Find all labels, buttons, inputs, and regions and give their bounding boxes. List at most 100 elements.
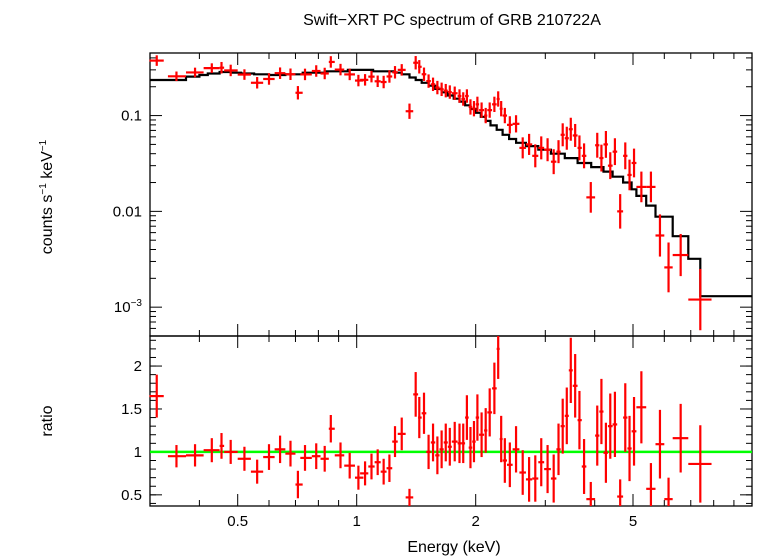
spectrum-data-point xyxy=(457,89,462,103)
ratio-data-point xyxy=(300,445,312,471)
spectrum-data-point xyxy=(392,66,398,79)
spectrum-data-point xyxy=(167,71,187,82)
spectrum-data-point xyxy=(203,63,220,73)
spectrum-data-point xyxy=(506,116,513,134)
spectrum-data-point xyxy=(519,137,526,159)
ratio-data-point xyxy=(263,444,275,470)
ratio-data-point xyxy=(564,387,569,445)
ratio-data-point xyxy=(603,422,608,483)
ratio-data-point xyxy=(636,371,647,444)
ratio-data-point xyxy=(203,438,220,463)
spectrum-y-axis-label: counts s−1 keV−1 xyxy=(38,139,56,254)
spectrum-data-point xyxy=(572,123,578,147)
spectrum-data-point xyxy=(439,82,444,97)
ratio-frame xyxy=(149,335,753,507)
spectrum-data-point xyxy=(603,130,608,158)
spectrum-data-point xyxy=(421,67,427,81)
spectrum-data-point xyxy=(311,65,321,77)
spectrum-data-point xyxy=(430,77,436,92)
spectrum-data-point xyxy=(502,107,507,124)
ratio-data-point xyxy=(405,488,414,506)
spectrum-data-point xyxy=(250,77,264,89)
ratio-data-point xyxy=(443,423,448,462)
ratio-data-point xyxy=(499,415,503,463)
spectrum-data-point xyxy=(300,68,312,81)
x-axis-label: Energy (keV) xyxy=(407,539,500,556)
ratio-data-point xyxy=(380,458,387,485)
ratio-data-point xyxy=(586,481,596,506)
ratio-data-point xyxy=(439,430,444,469)
spectrum-data-point xyxy=(525,133,533,155)
ratio-data-point xyxy=(447,427,452,466)
spectrum-data-point xyxy=(426,74,431,88)
spectrum-y-tick-label: 0.01 xyxy=(113,203,142,220)
spectrum-data-point xyxy=(334,63,345,76)
x-tick-label: 2 xyxy=(472,513,480,530)
spectrum-data-point xyxy=(532,144,539,168)
ratio-data-point xyxy=(224,439,238,464)
ratio-data-point xyxy=(631,396,637,466)
spectrum-data-point xyxy=(413,56,419,70)
spectrum-data-point xyxy=(451,86,458,100)
ratio-data-point xyxy=(468,427,473,469)
spectrum-data-point xyxy=(623,142,628,170)
ratio-data-point xyxy=(664,477,673,506)
spectrum-data-point xyxy=(475,96,480,113)
ratio-y-tick-label: 0.5 xyxy=(121,487,142,504)
ratio-data-point xyxy=(595,405,600,466)
spectrum-data-point xyxy=(499,101,503,117)
ratio-data-point xyxy=(556,423,561,476)
spectrum-data-point xyxy=(484,107,488,124)
ratio-panel: 0.5 1 2 5 0.5 1 1.5 2 xyxy=(121,335,753,530)
spectrum-data-point xyxy=(447,85,452,99)
spectrum-data-point xyxy=(263,73,275,85)
spectrum-data-point xyxy=(595,132,600,158)
ratio-data-point xyxy=(607,393,613,459)
spectrum-data-point xyxy=(544,138,551,162)
ratio-data-point xyxy=(506,442,513,488)
spectrum-data-point xyxy=(550,149,557,175)
ratio-data-point xyxy=(612,391,618,458)
ratio-data-point xyxy=(560,398,565,454)
spectrum-data-point xyxy=(368,70,375,83)
spectrum-data-point xyxy=(631,148,637,178)
ratio-data-point xyxy=(386,454,393,482)
ratio-data-point xyxy=(250,459,264,484)
ratio-data-point xyxy=(572,354,578,418)
ratio-data-point xyxy=(219,433,225,459)
spectrum-data-point xyxy=(564,126,569,150)
ratio-data-point xyxy=(512,426,520,473)
spectrum-panel: 0.1 0.01 10−3 xyxy=(113,52,753,337)
ratio-data-point xyxy=(599,378,604,445)
ratio-data-point xyxy=(334,442,345,469)
spectrum-data-point xyxy=(461,92,466,106)
ratio-data-point xyxy=(487,388,493,437)
spectrum-data-point xyxy=(472,101,476,117)
spectrum-data-point xyxy=(487,102,493,118)
spectrum-data-point xyxy=(672,233,689,277)
spectrum-data-point xyxy=(360,74,369,86)
spectrum-data-point xyxy=(577,135,582,161)
ratio-data-point xyxy=(672,403,689,473)
ratio-data-point xyxy=(186,444,204,467)
spectrum-data-point xyxy=(646,171,656,203)
ratio-data-point xyxy=(525,457,533,502)
ratio-data-point xyxy=(295,470,303,499)
spectrum-data-point xyxy=(581,143,587,169)
ratio-y-axis-label: ratio xyxy=(39,405,56,436)
spectrum-data-point xyxy=(655,214,665,257)
x-tick-label: 0.5 xyxy=(227,513,248,530)
ratio-data-point xyxy=(532,455,539,502)
spectrum-data-point xyxy=(627,159,632,191)
spectrum-data-point xyxy=(538,136,545,160)
spectrum-data-point xyxy=(468,99,473,115)
ratio-data-point xyxy=(360,461,369,486)
ratio-data-point xyxy=(320,445,329,472)
spectrum-data-point xyxy=(386,70,393,83)
ratio-data-point xyxy=(430,423,436,462)
ratio-y-tick-label: 1 xyxy=(134,444,142,461)
spectrum-data-point xyxy=(617,194,624,229)
ratio-data-point xyxy=(465,395,469,440)
spectrum-data-point xyxy=(599,144,604,172)
